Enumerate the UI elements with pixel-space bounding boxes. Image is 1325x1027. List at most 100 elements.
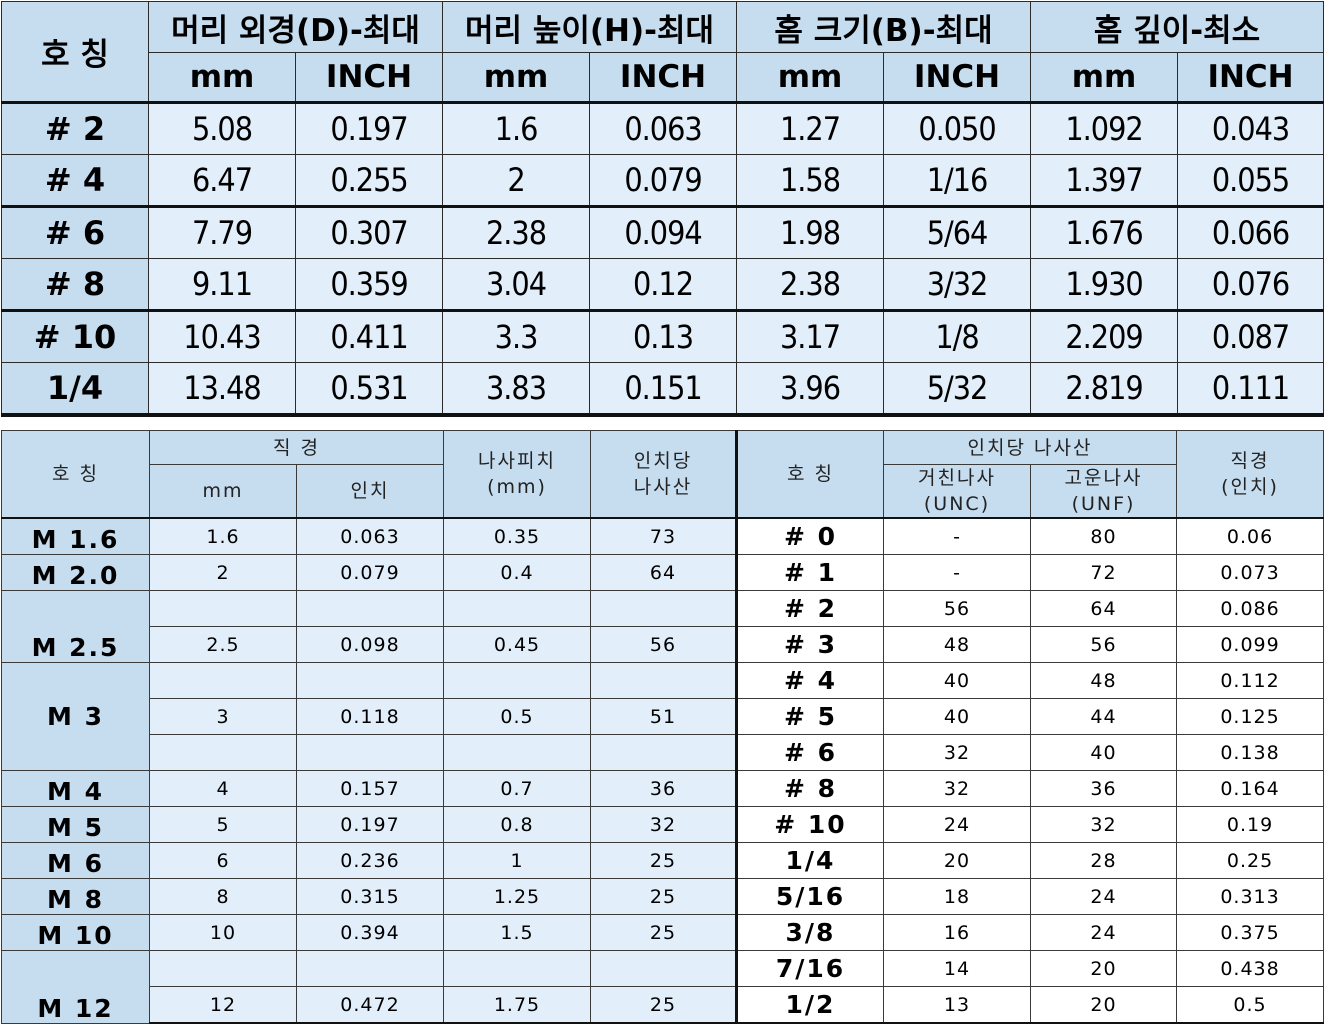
value-cell: 7.79 [148, 206, 296, 259]
diameter-inch-cell: 0.375 [1176, 914, 1325, 951]
metric-inch-cell: 0.079 [296, 554, 444, 591]
metric-empty-cell [149, 734, 297, 771]
unc-cell: 18 [883, 878, 1031, 915]
metric-size-name: M 2.5 [1, 590, 150, 663]
header-unit-inch: INCH [1177, 52, 1325, 104]
header-unit-inch: INCH [589, 52, 738, 104]
value-cell: 0.111 [1177, 362, 1325, 417]
value-cell: 0.411 [294, 310, 444, 363]
header-metric-name: 호 칭 [1, 430, 150, 519]
metric-mm-cell: 1.6 [149, 517, 297, 555]
header-diameter: 직 경 [149, 430, 444, 465]
table-row: # 6 7.79 0.307 2.38 0.094 1.98 5/64 1.676 0.066 [1, 206, 1325, 259]
metric-tpi-cell: 25 [590, 986, 737, 1024]
metric-mm-cell: 2.5 [149, 626, 297, 663]
diameter-inch-cell: 0.5 [1176, 986, 1325, 1024]
unf-cell: 20 [1029, 950, 1178, 987]
value-cell: 0.531 [294, 362, 444, 417]
unified-size-name: # 1 [735, 554, 884, 591]
unf-cell: 32 [1029, 806, 1178, 843]
value-cell: 0.151 [589, 362, 738, 417]
metric-size-name: M 8 [1, 878, 150, 915]
header-unf-line2: (UNF) [1071, 493, 1136, 515]
unf-cell: 20 [1029, 986, 1178, 1024]
unified-size-name: # 4 [735, 662, 884, 699]
unc-cell: 32 [883, 734, 1031, 771]
unf-cell: 24 [1029, 878, 1178, 915]
header-unit-inch: INCH [294, 52, 444, 104]
metric-pitch-cell: 0.8 [443, 806, 591, 843]
header-dia-line2: (인치) [1221, 476, 1279, 498]
unc-cell: 14 [883, 950, 1031, 987]
unc-cell: - [883, 517, 1031, 555]
size-name: 1/4 [1, 362, 149, 417]
value-cell: 0.087 [1177, 310, 1325, 363]
header-diameter-mm: mm [149, 464, 297, 519]
value-cell: 0.12 [589, 258, 738, 312]
unf-cell: 28 [1029, 842, 1178, 879]
metric-tpi-cell: 64 [590, 554, 737, 591]
header-head-diameter: 머리 외경(D)-최대 [147, 1, 444, 53]
metric-tpi-cell: 51 [590, 698, 737, 735]
value-cell: 9.11 [148, 258, 296, 312]
table-row: 3 0.118 0.5 51 # 5 40 44 0.125 [2, 698, 1325, 735]
metric-empty-cell [443, 734, 591, 771]
metric-mm-cell: 6 [149, 842, 297, 879]
metric-tpi-cell: 32 [590, 806, 737, 843]
table-row: # 6 32 40 0.138 [2, 734, 1325, 771]
table-row: M 1.6 1.6 0.063 0.35 73 # 0-80 0.06 [1, 517, 1325, 555]
table-row: M 12 7/16 14 20 0.438 [1, 950, 1325, 1024]
value-cell: 2.38 [736, 258, 885, 312]
value-cell: 5/32 [883, 362, 1032, 417]
unc-cell: 24 [883, 806, 1031, 843]
table-row: 1/4 13.48 0.531 3.83 0.151 3.96 5/32 2.819 0.111 [1, 362, 1325, 417]
metric-empty-cell [296, 734, 444, 771]
metric-inch-cell: 0.098 [296, 626, 444, 663]
unc-cell: 13 [883, 986, 1031, 1024]
value-cell: 1.6 [442, 102, 591, 155]
metric-mm-cell: 2 [149, 554, 297, 591]
value-cell: 1/8 [883, 310, 1032, 363]
metric-empty-cell [590, 590, 737, 627]
diameter-inch-cell: 0.164 [1176, 770, 1325, 807]
table-row: M 6 6 0.236 1 25 1/4 20 28 0.25 [1, 842, 1325, 879]
diameter-inch-cell: 0.06 [1176, 517, 1325, 555]
header-threads-per-inch: 인치당 나사산 [590, 430, 737, 519]
value-cell: 5.08 [148, 102, 296, 155]
unc-cell: 16 [883, 914, 1031, 951]
table-row: M 2.0 2 0.079 0.4 64 # 1-72 0.073 [1, 554, 1325, 591]
header-unified-name: 호 칭 [735, 430, 884, 519]
value-cell: 3.3 [442, 310, 591, 363]
metric-tpi-cell: 25 [590, 878, 737, 915]
value-cell: 2.819 [1030, 362, 1179, 417]
header-tpi-line2: 나사산 [633, 476, 693, 498]
metric-empty-cell [296, 662, 444, 699]
metric-inch-cell: 0.063 [296, 517, 444, 555]
diameter-inch-cell: 0.086 [1176, 590, 1325, 627]
value-cell: 1.930 [1030, 258, 1179, 312]
metric-size-name: M 6 [1, 842, 150, 879]
metric-tpi-cell: 25 [590, 842, 737, 879]
metric-empty-cell [149, 662, 297, 699]
metric-inch-cell: 0.236 [296, 842, 444, 879]
table-row: M 10 10 0.394 1.5 25 3/8 16 24 0.375 [1, 914, 1325, 951]
size-name: # 6 [1, 206, 149, 259]
value-cell: 1.397 [1030, 154, 1179, 208]
unf-cell: 48 [1029, 662, 1178, 699]
metric-inch-cell: 0.197 [296, 806, 444, 843]
value-cell: 0.094 [589, 206, 738, 259]
metric-empty-cell [296, 590, 444, 627]
unified-size-name: # 10 [735, 806, 884, 843]
value-cell: 3.17 [736, 310, 885, 363]
header-name: 호 칭 [1, 1, 149, 104]
value-cell: 1.676 [1030, 206, 1179, 259]
metric-tpi-cell: 25 [590, 914, 737, 951]
size-name: # 10 [1, 310, 149, 363]
metric-pitch-cell: 1.75 [443, 986, 591, 1024]
value-cell: 0.197 [294, 102, 444, 155]
unc-cell: 56 [883, 590, 1031, 627]
value-cell: 3.83 [442, 362, 591, 417]
value-cell: 3/32 [883, 258, 1032, 312]
unc-cell: 32 [883, 770, 1031, 807]
header-unc-line1: 거친나사 [918, 467, 996, 489]
